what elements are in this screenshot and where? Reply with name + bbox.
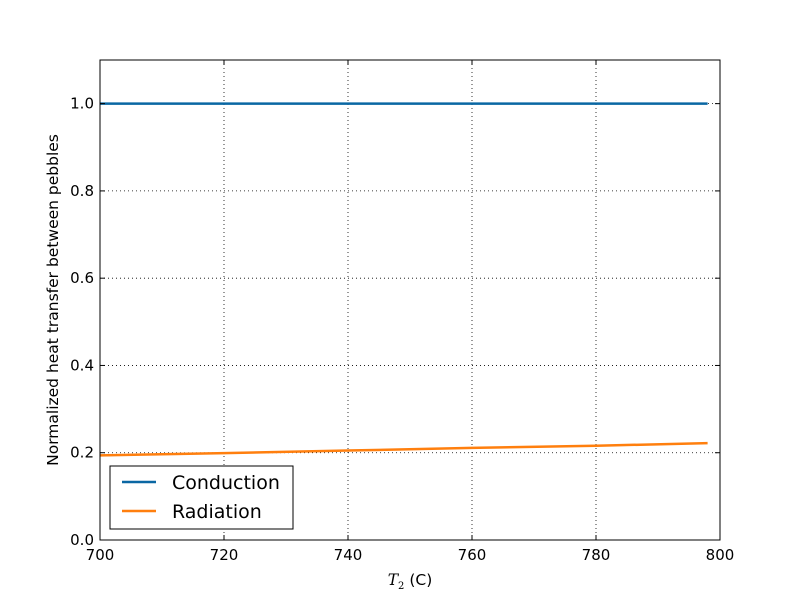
y-axis-label: Normalized heat transfer between pebbles [44, 134, 62, 466]
y-tick-label: 1.0 [70, 95, 94, 113]
y-tick-label: 0.6 [70, 269, 94, 287]
ticks: 700 720 740 760 780 800 0.0 0.2 0.4 0.6 0.8 1.0 [70, 60, 734, 564]
x-tick-label: 700 [86, 546, 115, 564]
series-lines [99, 102, 708, 457]
legend-label-radiation: Radiation [172, 501, 262, 523]
x-tick-label: 720 [210, 546, 239, 564]
x-tick-label: 800 [706, 546, 735, 564]
y-tick-label: 0.8 [70, 182, 94, 200]
plot-frame [99, 59, 721, 541]
legend-box [109, 465, 294, 530]
x-tick-label: 760 [458, 546, 487, 564]
x-tick-label: 780 [582, 546, 611, 564]
y-tick-label: 0.4 [70, 356, 94, 374]
x-axis-label-unit: (C) [409, 571, 432, 589]
y-tick-label: 0.2 [70, 444, 94, 462]
legend: Conduction Radiation [109, 465, 294, 530]
series-line-radiation [99, 441, 708, 457]
y-tick-label: 0.0 [70, 531, 94, 549]
x-axis-label-subscript: 2 [398, 581, 404, 592]
x-tick-label: 740 [334, 546, 363, 564]
x-axis-label-symbol: T [388, 571, 400, 589]
legend-label-conduction: Conduction [172, 472, 280, 494]
x-axis-label: T2 (C) [388, 571, 433, 592]
